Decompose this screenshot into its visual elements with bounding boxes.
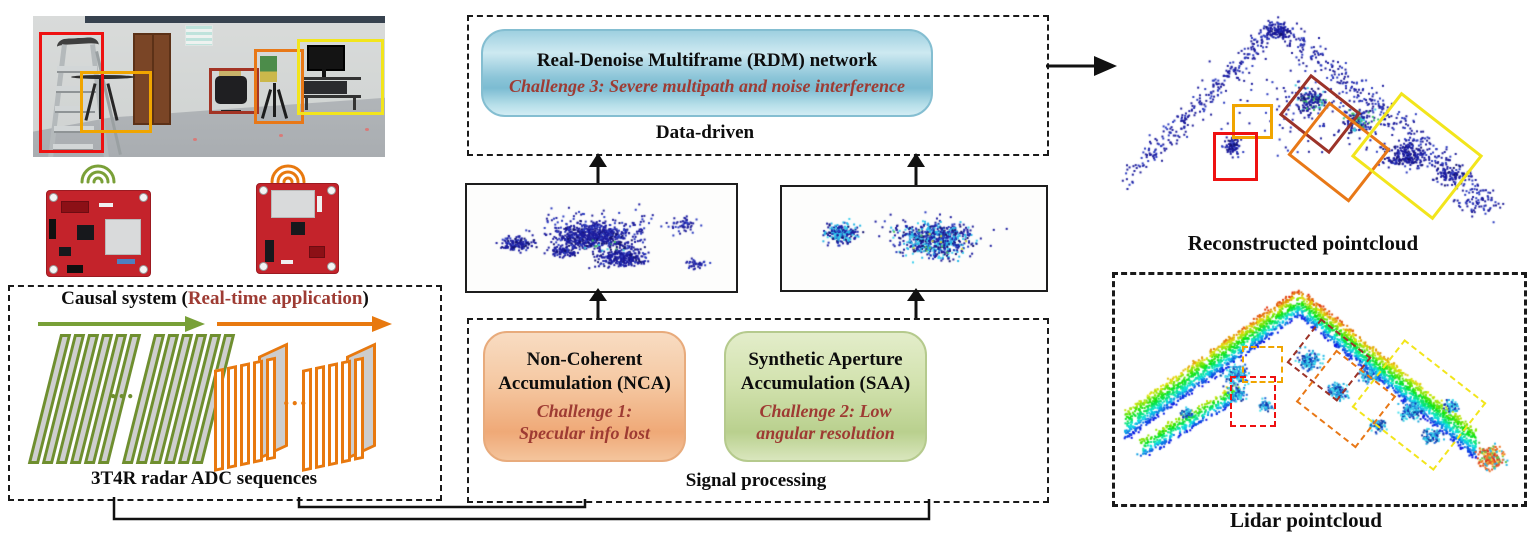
orange-frame-stack-1 (214, 342, 288, 476)
photo-bbox-yellow (297, 39, 384, 115)
pointcloud-saa-output (780, 185, 1048, 292)
nca-title: Non-Coherent Accumulation (NCA) (498, 349, 671, 394)
saa-title: Synthetic Aperture Accumulation (SAA) (740, 349, 911, 394)
floor-marker (193, 138, 197, 141)
saa-challenge: Challenge 2: Low angular resolution (756, 400, 895, 444)
ellipsis-orange: ... (283, 382, 309, 411)
stack-slats (214, 356, 276, 472)
radar-frame (341, 359, 351, 464)
radar-board-left (46, 190, 151, 277)
floor-marker (365, 128, 369, 131)
recon-bbox-red (1213, 132, 1258, 181)
recon-bbox-gold (1232, 104, 1273, 139)
radar-frame (266, 356, 276, 461)
causal-system-title: Causal system (Real-time application) (8, 288, 422, 310)
reconstructed-label: Reconstructed pointcloud (1187, 231, 1419, 255)
nca-challenge: Challenge 1: Specular info lost (518, 400, 651, 444)
arrow-up-saa-to-cloud-icon (907, 288, 925, 318)
photo-bbox-orange (254, 49, 304, 124)
radar-frame (214, 367, 224, 472)
nca-pill: Non-Coherent Accumulation (NCA) Challeng… (483, 331, 686, 462)
rdm-network-pill: Real-Denoise Multiframe (RDM) network Ch… (481, 29, 933, 117)
rdm-title: Real-Denoise Multiframe (RDM) network (536, 49, 878, 71)
lidar-bbox-gold (1242, 346, 1283, 383)
rdm-challenge: Challenge 3: Severe multipath and noise … (509, 75, 905, 96)
causal-title-highlight: Real-time application (187, 288, 363, 309)
saa-pointcloud-canvas (782, 187, 1042, 286)
ellipsis-green: ... (110, 375, 136, 404)
radar-frame (328, 362, 338, 467)
lidar-label: Lidar pointcloud (1230, 508, 1382, 532)
lidar-pointcloud-box (1112, 272, 1527, 507)
stack-slats (302, 356, 364, 472)
radar-frame (354, 356, 364, 461)
photo-bbox-darkred (209, 68, 259, 114)
board-tripod (254, 49, 300, 121)
wifi-signal-orange-icon (270, 164, 306, 184)
wall-poster (185, 25, 213, 46)
monitor-cart (297, 39, 381, 115)
saa-pill: Synthetic Aperture Accumulation (SAA) Ch… (724, 331, 927, 462)
sequences-label: 3T4R radar ADC sequences (90, 468, 318, 489)
nca-pointcloud-canvas (467, 185, 732, 287)
pointcloud-nca-output (465, 183, 738, 293)
wifi-signal-green-icon (80, 164, 116, 184)
reconstructed-pointcloud (1112, 8, 1524, 233)
arrow-right-output-icon (1046, 56, 1117, 76)
lidar-pointcloud-canvas (1115, 275, 1520, 500)
lab-scene-photo (33, 16, 385, 157)
radar-board-right (256, 183, 339, 274)
data-driven-box (467, 15, 1049, 156)
orange-frame-stack-2 (302, 342, 376, 476)
photo-bbox-gold (80, 71, 152, 133)
causal-title-suffix: ) (362, 288, 369, 309)
arrow-up-cloud-to-rdm-right-icon (907, 153, 925, 185)
radar-frame (315, 364, 325, 470)
ceiling-strip (85, 16, 385, 23)
arrow-up-cloud-to-rdm-left-icon (589, 153, 607, 183)
floor-marker (279, 134, 283, 137)
causal-title-prefix: Causal system ( (61, 288, 188, 309)
photo-bbox-red (39, 32, 104, 153)
lidar-bbox-red (1230, 376, 1276, 427)
radar-frame (227, 364, 237, 470)
door (133, 33, 171, 125)
radar-frame (240, 362, 250, 467)
signal-processing-label: Signal processing (685, 470, 827, 491)
radar-frame (253, 359, 263, 464)
data-driven-label: Data-driven (655, 122, 755, 143)
